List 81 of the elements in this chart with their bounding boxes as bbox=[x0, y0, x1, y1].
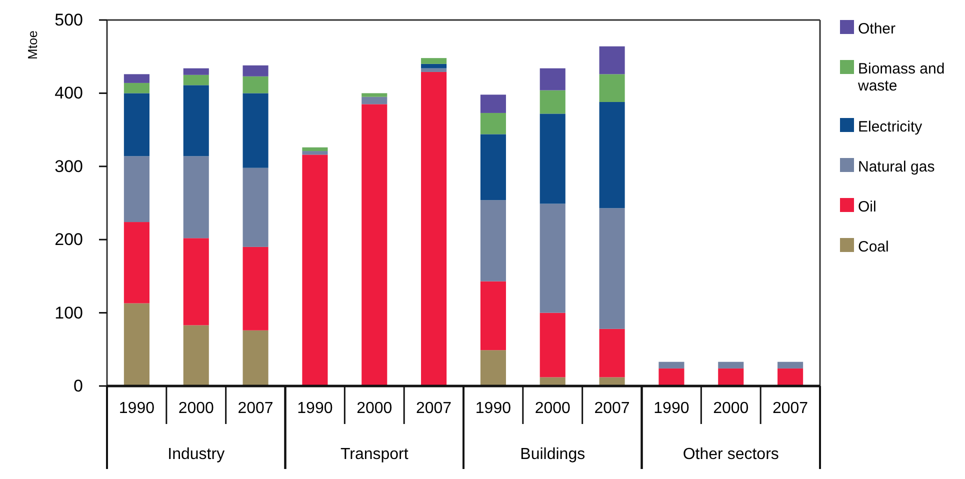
bar bbox=[183, 68, 209, 75]
bar bbox=[480, 281, 506, 350]
bar bbox=[599, 74, 625, 102]
x-tick-label: 2000 bbox=[534, 400, 571, 417]
bar bbox=[421, 64, 447, 68]
y-axis-title: Mtoe bbox=[25, 30, 40, 60]
bar bbox=[124, 74, 150, 83]
legend-label: Other bbox=[858, 20, 896, 38]
y-tick-label: 100 bbox=[54, 303, 83, 322]
bar bbox=[183, 238, 209, 326]
y-tick-label: 200 bbox=[54, 230, 83, 250]
bar bbox=[599, 328, 625, 378]
x-tick-label: 1990 bbox=[118, 400, 155, 417]
x-tick-label: 2007 bbox=[238, 400, 274, 417]
text: Buildings bbox=[520, 446, 586, 463]
y-tick-label: 0 bbox=[74, 376, 83, 396]
bar bbox=[124, 222, 150, 304]
x-tick-label: 2000 bbox=[713, 400, 749, 417]
bar bbox=[242, 76, 268, 94]
bar bbox=[242, 65, 268, 76]
text: Other sectors bbox=[682, 446, 779, 463]
x-tick-label: 2000 bbox=[178, 400, 214, 417]
x-tick-label: 2007 bbox=[772, 400, 808, 417]
bar bbox=[362, 96, 388, 104]
bar bbox=[480, 112, 506, 134]
y-tick-label: 300 bbox=[54, 156, 83, 176]
bar bbox=[658, 368, 684, 386]
bar bbox=[302, 154, 328, 386]
bar bbox=[540, 68, 566, 90]
bar bbox=[183, 325, 209, 386]
bar bbox=[778, 362, 804, 368]
x-tick-label: 1990 bbox=[654, 400, 690, 417]
bar bbox=[183, 156, 209, 238]
bar bbox=[778, 368, 804, 386]
bar bbox=[124, 82, 150, 94]
bar bbox=[718, 368, 744, 386]
bar bbox=[599, 208, 625, 329]
bar bbox=[242, 330, 268, 386]
legend-label: Natural gas bbox=[858, 158, 935, 176]
legend-label: Biomass and waste bbox=[857, 60, 945, 94]
bar bbox=[183, 74, 209, 86]
bar bbox=[362, 104, 388, 386]
bar bbox=[480, 200, 506, 282]
bar bbox=[421, 72, 447, 386]
bar bbox=[242, 93, 268, 168]
bar bbox=[124, 303, 150, 386]
bar bbox=[599, 102, 625, 208]
bar bbox=[540, 377, 566, 386]
y-tick-label: 400 bbox=[54, 84, 83, 103]
x-tick-label: 2007 bbox=[416, 400, 452, 417]
legend-label: Electricity bbox=[858, 118, 923, 136]
bar bbox=[124, 93, 150, 156]
bar bbox=[480, 94, 506, 113]
bar bbox=[124, 156, 150, 222]
legend-label: Oil bbox=[858, 198, 876, 216]
bar bbox=[183, 85, 209, 156]
text: Transport bbox=[340, 446, 409, 463]
bar bbox=[540, 90, 566, 114]
x-tick-label: 1990 bbox=[297, 400, 333, 417]
y-tick-label: 500 bbox=[54, 10, 83, 30]
bar bbox=[362, 93, 388, 97]
bar bbox=[302, 147, 328, 152]
bar bbox=[421, 68, 447, 72]
text: Industry bbox=[168, 446, 225, 463]
legend-label: Coal bbox=[858, 238, 889, 256]
bar bbox=[540, 312, 566, 378]
bar bbox=[302, 151, 328, 155]
x-tick-label: 1990 bbox=[475, 400, 512, 417]
bar bbox=[658, 362, 684, 368]
bar bbox=[599, 377, 625, 386]
bar bbox=[540, 114, 566, 204]
bar bbox=[421, 58, 447, 64]
bar bbox=[540, 204, 566, 313]
bar bbox=[242, 168, 268, 247]
bar bbox=[480, 350, 506, 386]
bar bbox=[480, 134, 506, 200]
x-tick-label: 2000 bbox=[356, 400, 392, 417]
bar bbox=[718, 362, 744, 368]
bar bbox=[599, 46, 625, 74]
bar bbox=[242, 246, 268, 330]
x-tick-label: 2007 bbox=[594, 400, 630, 417]
